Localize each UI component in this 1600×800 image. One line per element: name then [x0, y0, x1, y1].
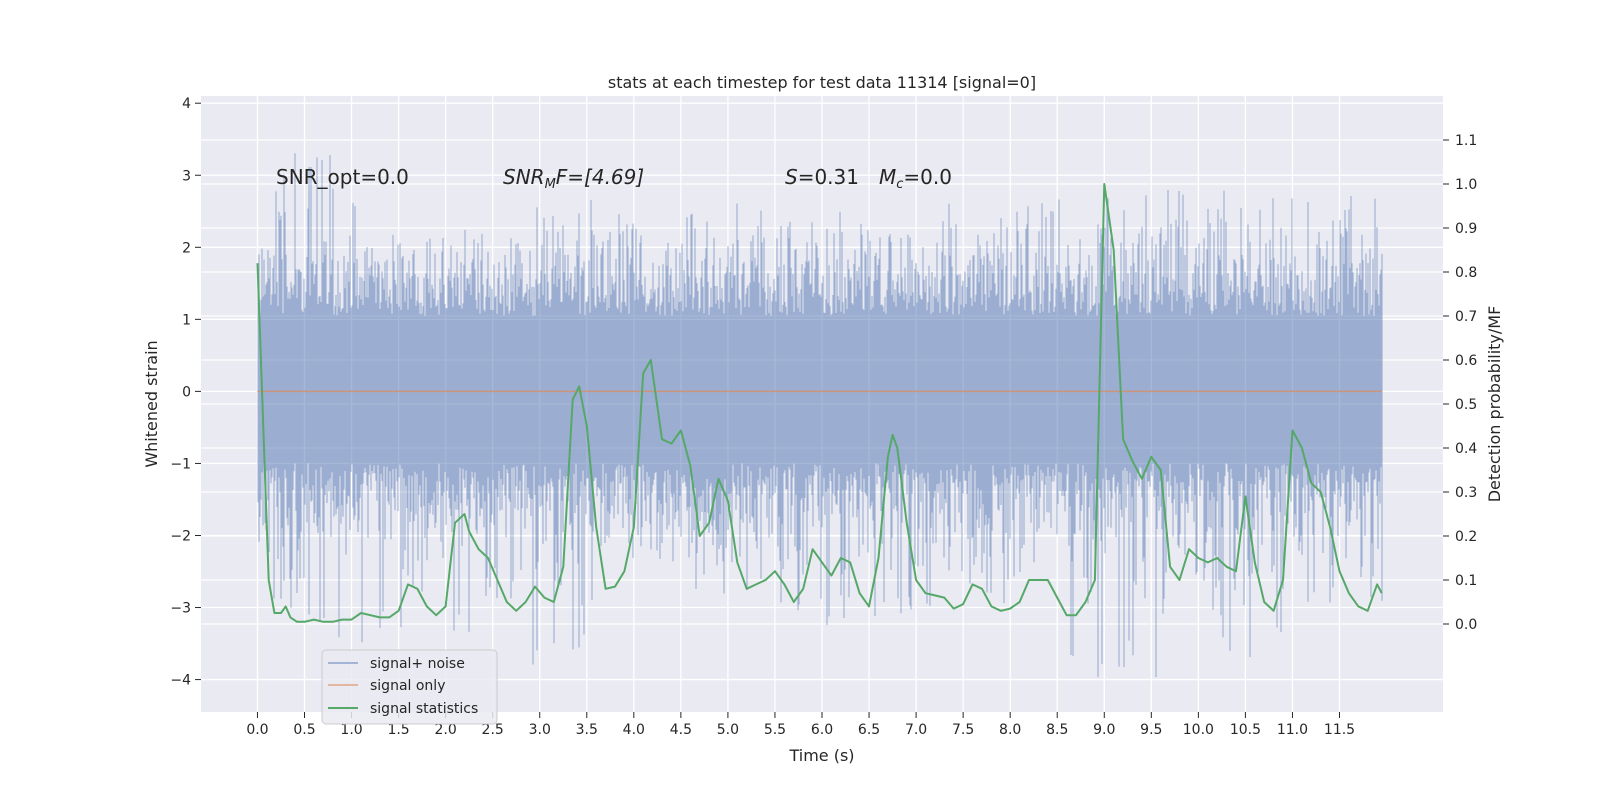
- x-tick-label: 2.5: [482, 722, 504, 738]
- y-right-tick-label: 0.7: [1455, 309, 1477, 325]
- annotation-mc-value: =0.0: [903, 165, 952, 189]
- x-tick-label: 7.0: [905, 722, 927, 738]
- annotation-mc-symbol: M: [879, 165, 896, 189]
- x-tick-label: 3.0: [529, 722, 551, 738]
- y-tick-label: −2: [170, 528, 191, 544]
- legend-label-signal-only: signal only: [370, 678, 445, 694]
- y-right-tick-label: 0.6: [1455, 353, 1477, 369]
- y-tick-label: −3: [170, 601, 191, 617]
- x-tick-label: 4.0: [623, 722, 645, 738]
- y-right-tick-label: 0.4: [1455, 441, 1477, 457]
- annotation-s-value: =0.31: [798, 165, 859, 189]
- x-tick-label: 11.0: [1277, 722, 1308, 738]
- legend-box: [321, 649, 498, 725]
- x-tick-label: 7.5: [952, 722, 974, 738]
- annotation-mc: Mc=0.0: [879, 165, 952, 192]
- annotation-snr-opt: SNR_opt=0.0: [276, 165, 409, 189]
- x-tick-label: 9.0: [1093, 722, 1115, 738]
- y-tick-label: −4: [170, 673, 191, 689]
- y-tick-label: 0: [182, 384, 191, 400]
- y-right-tick-label: 1.1: [1455, 133, 1477, 149]
- x-axis-label: Time (s): [788, 746, 854, 765]
- annotation-snr-mf-sub: M: [545, 177, 556, 192]
- x-tick-label: 5.5: [764, 722, 786, 738]
- y-tick-label: 1: [182, 312, 191, 328]
- annotation-snr-mf: SNRMF=[4.69]: [503, 165, 644, 192]
- y-right-tick-label: 0.2: [1455, 529, 1477, 545]
- x-tick-label: 10.5: [1230, 722, 1261, 738]
- annotation-snr-mf-rest: F=[4.69]: [556, 165, 644, 189]
- x-tick-label: 8.5: [1046, 722, 1068, 738]
- legend-label-signal-noise: signal+ noise: [370, 656, 465, 672]
- x-tick-label: 3.5: [576, 722, 598, 738]
- x-tick-label: 5.0: [717, 722, 739, 738]
- x-axis: 0.0 0.5 1.0 1.5 2.0 2.5 3.0 3.5 4.0 4.5 5.0 5.5 6.0 6…: [246, 712, 1355, 738]
- y-right-tick-label: 0.9: [1455, 221, 1477, 237]
- chart-title: stats at each timestep for test data 113…: [608, 73, 1036, 92]
- annotation-snr-mf-main: SNR: [503, 165, 545, 189]
- y-tick-label: −1: [170, 456, 191, 472]
- annotation-s: S=0.31: [785, 165, 859, 189]
- x-tick-label: 10.0: [1183, 722, 1214, 738]
- y-right-tick-label: 0.1: [1455, 573, 1477, 589]
- x-tick-label: 0.5: [293, 722, 315, 738]
- x-tick-label: 1.5: [387, 722, 409, 738]
- x-tick-label: 2.0: [435, 722, 457, 738]
- x-tick-label: 0.0: [246, 722, 268, 738]
- y-axis-left: −4 −3 −2 −1 0 1 2 3 4: [170, 96, 201, 689]
- signal-statistics-series: [256, 183, 1383, 623]
- x-tick-label: 4.5: [670, 722, 692, 738]
- x-tick-label: 1.0: [340, 722, 362, 738]
- y-right-tick-label: 0.3: [1455, 485, 1477, 501]
- y-right-tick-label: 0.0: [1455, 617, 1477, 633]
- x-tick-label: 11.5: [1324, 722, 1355, 738]
- y-tick-label: 3: [182, 168, 191, 184]
- y-axis-label-right: Detection probability/MF: [1485, 306, 1504, 503]
- legend-label-signal-statistics: signal statistics: [370, 701, 478, 717]
- legend: signal+ noise signal only signal statist…: [321, 649, 498, 725]
- y-right-tick-label: 0.8: [1455, 265, 1477, 281]
- x-tick-label: 6.5: [858, 722, 880, 738]
- x-tick-label: 9.5: [1140, 722, 1162, 738]
- y-right-tick-label: 0.5: [1455, 397, 1477, 413]
- annotation-s-symbol: S: [785, 165, 798, 189]
- y-tick-label: 4: [182, 96, 191, 112]
- y-right-tick-label: 1.0: [1455, 177, 1477, 193]
- annotation-mc-sub: c: [896, 177, 903, 192]
- x-tick-label: 6.0: [811, 722, 833, 738]
- y-tick-label: 2: [182, 240, 191, 256]
- y-axis-label-left: Whitened strain: [142, 340, 161, 467]
- y-axis-right: 0.0 0.1 0.2 0.3 0.4 0.5 0.6 0.7 0.8 0.9 1.0 1.1: [1443, 133, 1477, 633]
- x-tick-label: 8.0: [999, 722, 1021, 738]
